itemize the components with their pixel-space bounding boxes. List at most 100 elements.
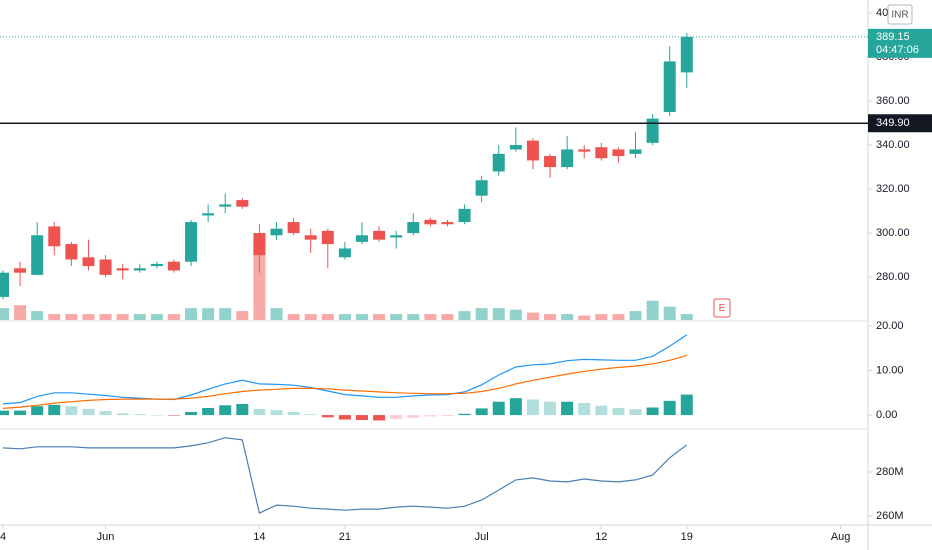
histogram-bar	[116, 413, 129, 416]
volume-bar	[116, 314, 129, 320]
candle-body	[14, 268, 27, 273]
candle-body	[680, 36, 693, 73]
volume-bar	[578, 315, 591, 320]
candle-body	[509, 145, 522, 150]
candle-body	[629, 149, 642, 154]
x-tick-label: 21	[339, 531, 351, 543]
candle-body	[133, 268, 146, 271]
volume-bar	[48, 314, 61, 320]
candle-body	[492, 153, 505, 172]
volume-bar	[355, 314, 368, 320]
candle-body	[270, 228, 283, 236]
volume-bar	[150, 314, 163, 320]
histogram-bar	[219, 405, 232, 416]
histogram-bar	[0, 410, 9, 416]
y-tick-label: 280.00	[876, 271, 910, 283]
candle-body	[185, 222, 198, 262]
currency-label: INR	[891, 10, 908, 21]
candle-body	[236, 200, 249, 207]
volume-bar	[185, 308, 198, 320]
candle-body	[526, 140, 539, 161]
candle-body	[355, 235, 368, 242]
x-tick-label: Jun	[97, 531, 115, 543]
histogram-bar	[150, 415, 163, 416]
x-tick-label: 19	[681, 531, 693, 543]
volume-bar	[629, 311, 642, 320]
candle-body	[167, 261, 180, 271]
indicator-line	[2, 354, 687, 409]
histogram-bar	[458, 413, 471, 416]
candle-body	[48, 226, 61, 247]
volume-bar	[202, 308, 215, 320]
x-tick-label: Aug	[831, 531, 851, 543]
volume-bar	[680, 314, 693, 320]
histogram-bar	[355, 415, 368, 420]
candle-body	[578, 149, 591, 152]
plot: 4 Jun 14 21 Jul 12 19 Aug 280.00 300.00 320.00 340.…	[0, 7, 910, 543]
histogram-bar	[321, 415, 334, 418]
price-line-label: 349.90	[876, 117, 910, 129]
candle-body	[612, 149, 625, 157]
volume-bar	[167, 314, 180, 320]
candle-body	[663, 61, 676, 113]
candle-body	[407, 222, 420, 234]
histogram-bar	[253, 408, 266, 416]
histogram-bar	[304, 414, 317, 416]
histogram-bar	[390, 415, 403, 420]
x-tick-label: 12	[595, 531, 607, 543]
volume-bar	[441, 314, 454, 320]
volume-bar	[475, 308, 488, 320]
volume-bar	[526, 312, 539, 320]
histogram-bar	[424, 415, 437, 417]
histogram-bar	[236, 403, 249, 416]
histogram-bar	[561, 401, 574, 416]
candle-body	[219, 204, 232, 207]
volume-bar	[544, 314, 557, 320]
y-tick-label: 10.00	[876, 364, 904, 376]
volume-bar	[219, 308, 232, 320]
last-price-label: 389.15	[876, 31, 910, 43]
y-tick-label: 280M	[876, 466, 904, 478]
candle-body	[202, 213, 215, 216]
histogram-bar	[65, 406, 78, 416]
histogram-bar	[595, 405, 608, 416]
volume-bar	[0, 308, 9, 320]
candle-body	[150, 263, 163, 267]
countdown-label: 04:47:06	[876, 44, 919, 56]
volume-bar	[509, 309, 522, 320]
volume-bar	[253, 240, 266, 320]
volume-bar	[321, 314, 334, 320]
volume-bar	[373, 314, 386, 320]
candle-body	[458, 208, 471, 223]
x-tick-label: 4	[0, 531, 6, 543]
histogram-bar	[544, 401, 557, 416]
y-tick-label: 20.00	[876, 320, 904, 332]
event-marker: E	[719, 303, 726, 314]
volume-bar	[338, 314, 351, 320]
candle-body	[31, 235, 44, 275]
volume-bar	[82, 314, 95, 320]
event-marker-box	[713, 298, 731, 318]
histogram-bar	[492, 401, 505, 416]
histogram-bar	[14, 410, 27, 416]
volume-bar	[646, 300, 659, 320]
volume-bar	[14, 305, 27, 320]
candle-body	[544, 156, 557, 168]
candle-body	[287, 222, 300, 234]
y-tick-label: 340.00	[876, 139, 910, 151]
histogram-bar	[526, 399, 539, 416]
histogram-bar	[82, 408, 95, 416]
histogram-bar	[287, 411, 300, 416]
candle-body	[304, 235, 317, 240]
histogram-bar	[629, 409, 642, 416]
histogram-bar	[167, 415, 180, 416]
histogram-bar	[31, 406, 44, 416]
candle-body	[253, 233, 266, 256]
volume-bar	[458, 311, 471, 320]
histogram-bar	[185, 411, 198, 416]
last-price-box	[868, 28, 932, 58]
volume-bar	[612, 314, 625, 320]
volume-bar	[390, 314, 403, 320]
histogram-bar	[373, 415, 386, 421]
